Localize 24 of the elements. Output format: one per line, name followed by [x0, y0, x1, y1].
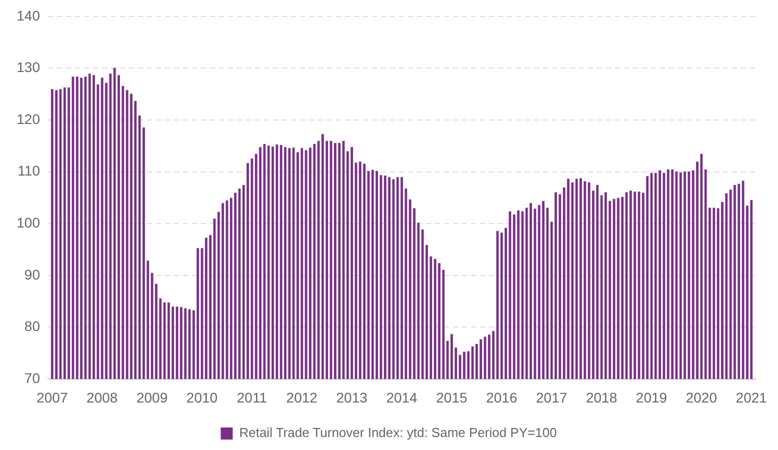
y-tick-label: 110 [18, 162, 40, 179]
y-tick-label: 90 [24, 266, 40, 282]
y-tick-label: 80 [24, 318, 40, 334]
y-tick-label: 100 [16, 214, 40, 230]
x-tick-label: 2008 [86, 389, 118, 406]
x-tick-label: 2021 [736, 389, 768, 406]
legend-label: Retail Trade Turnover Index: ytd: Same Period PY=100 [239, 425, 557, 440]
y-tick-label: 140 [16, 7, 40, 24]
y-tick-label: 130 [16, 59, 40, 76]
x-tick-label: 2020 [686, 389, 718, 406]
x-tick-label: 2007 [36, 389, 68, 406]
x-tick-label: 2019 [636, 389, 668, 406]
x-tick-label: 2017 [536, 389, 568, 406]
x-tick-label: 2013 [336, 389, 368, 406]
x-tick-label: 2012 [286, 389, 318, 406]
x-tick-label: 2018 [586, 389, 618, 406]
x-tick-label: 2016 [486, 389, 518, 406]
x-tick-label: 2015 [436, 389, 468, 406]
y-tick-label: 70 [24, 370, 40, 386]
x-tick-label: 2011 [236, 389, 268, 406]
x-tick-label: 2014 [386, 389, 418, 406]
x-tick-label: 2009 [136, 389, 168, 406]
y-tick-label: 120 [16, 110, 40, 127]
x-tick-label: 2010 [186, 389, 218, 406]
